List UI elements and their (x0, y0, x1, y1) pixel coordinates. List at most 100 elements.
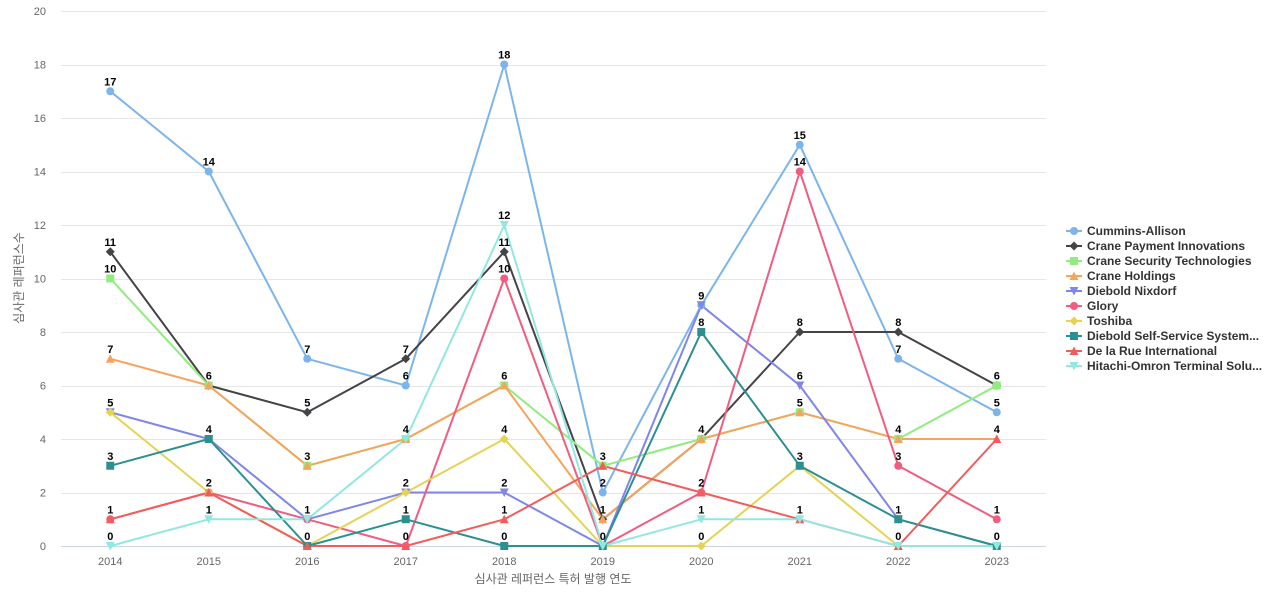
point-hitachi-omron-terminal-solu-2015 (204, 515, 214, 524)
x-tick-label-2022: 2022 (886, 556, 910, 568)
point-hitachi-omron-terminal-solu-2019 (598, 542, 608, 551)
data-label-2015-4: 4 (206, 424, 213, 436)
point-cummins-allison-2018 (500, 60, 509, 69)
point-crane-holdings-2022 (893, 434, 903, 443)
legend-item-hitachi-omron-terminal-solu[interactable]: Hitachi-Omron Terminal Solu... (1066, 359, 1262, 373)
point-glory-2018 (500, 274, 509, 283)
data-label-2023-5: 5 (994, 397, 1000, 409)
data-label-2017-2: 2 (403, 478, 409, 490)
x-tick-label-2018: 2018 (492, 556, 516, 568)
y-tick-label-4: 4 (40, 434, 46, 446)
data-label-2015-14: 14 (203, 157, 216, 169)
point-cummins-allison-2015 (204, 167, 213, 176)
y-axis-ticks: 0 2 4 6 8 10 12 14 16 18 20 (34, 6, 46, 553)
point-hitachi-omron-terminal-solu-2017 (401, 435, 411, 444)
data-label-2022-4: 4 (895, 424, 902, 436)
data-label-2022-3: 3 (895, 451, 901, 463)
point-hitachi-omron-terminal-solu-2014 (105, 542, 115, 551)
y-tick-label-0: 0 (40, 541, 46, 553)
legend-marker-crane-payment-innovations (1069, 241, 1079, 251)
point-toshiba-2018 (499, 434, 509, 444)
data-label-2021-1: 1 (797, 504, 803, 516)
data-label-2023-4: 4 (994, 424, 1001, 436)
data-label-2014-11: 11 (104, 237, 116, 249)
data-label-2020-0: 0 (698, 531, 704, 543)
data-label-2019-3: 3 (600, 451, 606, 463)
point-toshiba-2020 (696, 541, 706, 551)
data-label-2019-1: 1 (600, 504, 606, 516)
point-hitachi-omron-terminal-solu-2022 (893, 542, 903, 551)
data-label-2015-6: 6 (206, 371, 212, 383)
point-glory-2021 (795, 167, 804, 176)
legend-item-diebold-self-service-system[interactable]: Diebold Self-Service System... (1066, 329, 1259, 343)
data-label-2019-2: 2 (600, 478, 606, 490)
legend-item-crane-holdings[interactable]: Crane Holdings (1066, 269, 1176, 283)
data-labels: 1711107531014642175310764210181211106421… (104, 50, 1001, 544)
point-crane-holdings-2019 (598, 514, 608, 524)
point-crane-holdings-2020 (696, 434, 706, 443)
series-line-de-la-rue-international (109, 438, 998, 547)
data-label-2016-7: 7 (304, 344, 310, 356)
point-diebold-self-service-system-2018 (500, 542, 509, 550)
x-tick-label-2023: 2023 (985, 556, 1009, 568)
legend-item-crane-payment-innovations[interactable]: Crane Payment Innovations (1066, 239, 1245, 253)
legend-item-diebold-nixdorf[interactable]: Diebold Nixdorf (1066, 284, 1177, 298)
data-label-2023-0: 0 (994, 531, 1000, 543)
series-line-diebold-nixdorf (109, 304, 998, 547)
data-label-2022-0: 0 (895, 531, 901, 543)
legend-item-glory[interactable]: Glory (1066, 299, 1119, 313)
x-axis-ticks: 2014 2015 2016 2017 2018 2019 2020 2021 2022 2023 (98, 556, 1009, 568)
legend-item-toshiba[interactable]: Toshiba (1066, 314, 1132, 328)
point-crane-security-technologies-2014 (106, 274, 115, 283)
data-label-2021-3: 3 (797, 451, 803, 463)
y-tick-label-10: 10 (34, 274, 46, 286)
x-tick-label-2014: 2014 (98, 556, 122, 568)
point-de-la-rue-international-2020 (696, 488, 706, 497)
x-axis-title: 심사관 레퍼런스 특허 발행 연도 (475, 571, 632, 586)
point-de-la-rue-international-2014 (105, 514, 115, 524)
series-line-crane-security-technologies (109, 277, 998, 467)
data-label-2018-1: 1 (501, 504, 507, 516)
data-label-2021-15: 15 (794, 130, 806, 142)
point-toshiba-2014 (105, 407, 115, 417)
data-label-2014-7: 7 (107, 344, 113, 356)
data-label-2022-1: 1 (895, 504, 901, 516)
point-diebold-nixdorf-2018 (499, 488, 509, 497)
data-label-2016-3: 3 (304, 451, 310, 463)
data-label-2021-6: 6 (797, 371, 803, 383)
point-crane-holdings-2018 (499, 381, 509, 390)
data-label-2022-7: 7 (895, 344, 901, 356)
data-label-2014-5: 5 (107, 397, 113, 409)
point-crane-holdings-2015 (204, 381, 214, 390)
legend-marker-crane-security-technologies (1070, 257, 1078, 265)
point-cummins-allison-2019 (598, 488, 607, 497)
point-crane-payment-innovations-2018 (499, 247, 509, 257)
point-diebold-nixdorf-2020 (696, 301, 706, 310)
x-tick-label-2017: 2017 (394, 556, 418, 568)
point-hitachi-omron-terminal-solu-2021 (795, 515, 805, 524)
legend-item-de-la-rue-international[interactable]: De la Rue International (1066, 344, 1217, 358)
point-diebold-nixdorf-2021 (795, 381, 805, 390)
legend-marker-toshiba (1069, 316, 1079, 326)
data-label-2014-1: 1 (107, 504, 113, 516)
data-label-2021-8: 8 (797, 317, 803, 329)
legend-marker-crane-holdings (1069, 271, 1079, 280)
point-toshiba-2017 (401, 488, 411, 497)
point-diebold-self-service-system-2022 (894, 515, 903, 524)
legend-item-crane-security-technologies[interactable]: Crane Security Technologies (1066, 254, 1252, 268)
y-axis-title: 심사관 레퍼런스수 (12, 232, 26, 324)
point-de-la-rue-international-2023 (992, 434, 1002, 443)
data-label-2014-17: 17 (104, 76, 116, 88)
legend-item-cummins-allison[interactable]: Cummins-Allison (1066, 224, 1186, 238)
legend-marker-cummins-allison (1070, 227, 1078, 235)
data-label-2019-0: 0 (600, 531, 606, 543)
data-label-2016-0: 0 (304, 531, 310, 543)
point-hitachi-omron-terminal-solu-2018 (499, 221, 509, 230)
point-crane-holdings-2014 (105, 354, 115, 363)
legend-label-cummins-allison: Cummins-Allison (1087, 224, 1186, 238)
series-line-hitachi-omron-terminal-solu (109, 224, 998, 547)
x-tick-label-2016: 2016 (295, 556, 319, 568)
legend-label-crane-holdings: Crane Holdings (1087, 269, 1176, 283)
y-tick-label-12: 12 (34, 220, 46, 232)
